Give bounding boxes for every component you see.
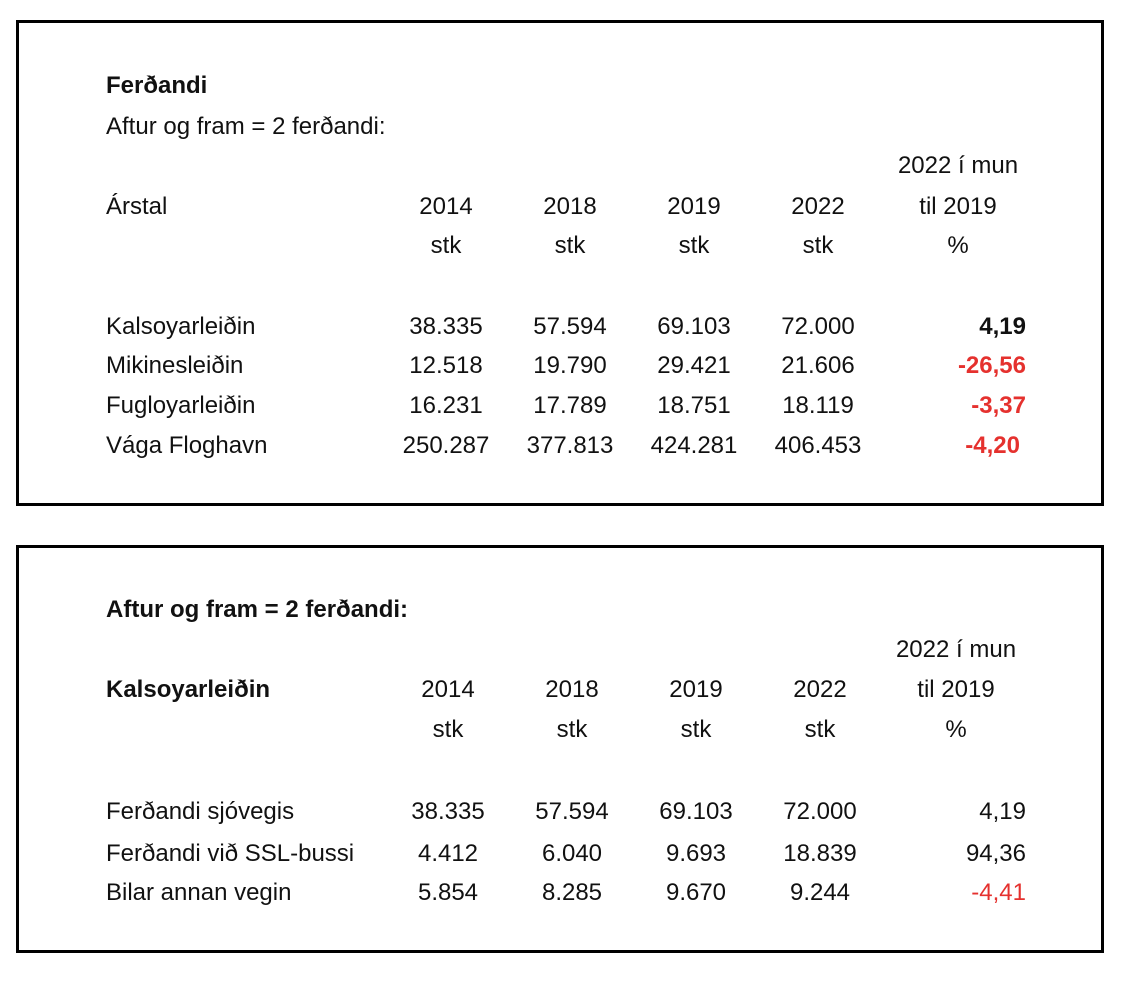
table2-cell: 9.693 xyxy=(665,840,727,867)
table2-change-header-line2: til 2019 xyxy=(917,676,995,703)
table1-cell: 69.103 xyxy=(657,313,731,340)
table1-cell: 57.594 xyxy=(533,313,607,340)
table2-row-label: Bilar annan vegin xyxy=(106,879,292,906)
table1-year-header: 2019 xyxy=(667,193,721,220)
table1-year-header: 2018 xyxy=(543,193,597,220)
table2-cell: 69.103 xyxy=(659,798,733,825)
table2-unit: stk xyxy=(804,716,836,743)
table2-year-header: 2022 xyxy=(793,676,847,703)
table2-cell: 6.040 xyxy=(541,840,603,867)
table1-subtitle: Aftur og fram = 2 ferðandi: xyxy=(106,113,386,140)
table2-row-label: Ferðandi sjóvegis xyxy=(106,798,295,825)
table2-change-cell: 94,36 xyxy=(965,840,1026,867)
table2-cell: 9.244 xyxy=(789,879,851,906)
table2-change-cell: -4,41 xyxy=(971,879,1026,906)
table2-unit: stk xyxy=(680,716,712,743)
table2-year-header: 2014 xyxy=(421,676,475,703)
table1-title: Ferðandi xyxy=(106,72,208,99)
table1-unit: stk xyxy=(430,232,462,259)
table1-unit: stk xyxy=(678,232,710,259)
table1-label-header: Árstal xyxy=(106,193,168,220)
table2-year-header: 2019 xyxy=(669,676,723,703)
table2-unit: stk xyxy=(432,716,464,743)
table2-subtitle: Aftur og fram = 2 ferðandi: xyxy=(106,596,409,623)
table1-change-cell: -4,20 xyxy=(965,432,1020,459)
table1-row-label: Fugloyarleiðin xyxy=(106,392,256,419)
table1-cell: 406.453 xyxy=(774,432,862,459)
table1-cell: 12.518 xyxy=(409,352,483,379)
table2-cell: 57.594 xyxy=(535,798,609,825)
table1-change-cell: -26,56 xyxy=(957,352,1026,379)
table1-cell: 250.287 xyxy=(402,432,490,459)
table1-cell: 72.000 xyxy=(781,313,855,340)
table2-change-header-line1: 2022 í mun xyxy=(895,636,1017,663)
table2-cell: 18.839 xyxy=(783,840,857,867)
table1-cell: 29.421 xyxy=(657,352,731,379)
table1-change-header-line2: til 2019 xyxy=(919,193,997,220)
table2-change-header-line3: % xyxy=(945,716,967,743)
table1-cell: 377.813 xyxy=(526,432,614,459)
table1-unit: stk xyxy=(802,232,834,259)
table2-cell: 72.000 xyxy=(783,798,857,825)
table2-label-header: Kalsoyarleiðin xyxy=(106,676,271,703)
table1-year-header: 2022 xyxy=(791,193,845,220)
table2-cell: 8.285 xyxy=(541,879,603,906)
table1-cell: 18.119 xyxy=(782,392,854,419)
table1-row-label: Mikinesleiðin xyxy=(106,352,244,379)
table1-change-cell: -3,37 xyxy=(971,392,1026,419)
table1-unit: stk xyxy=(554,232,586,259)
table1-cell: 18.751 xyxy=(657,392,731,419)
table1-cell: 424.281 xyxy=(650,432,738,459)
table2-cell: 9.670 xyxy=(665,879,727,906)
table1-change-header-line3: % xyxy=(947,232,969,259)
table2-unit: stk xyxy=(556,716,588,743)
table1-year-header: 2014 xyxy=(419,193,473,220)
table1-change-cell: 4,19 xyxy=(979,313,1026,340)
table1-cell: 19.790 xyxy=(533,352,607,379)
table1-cell: 21.606 xyxy=(781,352,855,379)
table2-year-header: 2018 xyxy=(545,676,599,703)
table1-row-label: Kalsoyarleiðin xyxy=(106,313,256,340)
table2-cell: 5.854 xyxy=(417,879,479,906)
table1-row-label: Vága Floghavn xyxy=(106,432,268,459)
table2-cell: 4.412 xyxy=(417,840,479,867)
table2-cell: 38.335 xyxy=(411,798,485,825)
table1-change-header-line1: 2022 í mun xyxy=(897,152,1019,179)
table2-row-label: Ferðandi við SSL-bussi xyxy=(106,840,355,867)
kalsoyarleidin-table-box xyxy=(16,545,1104,953)
table1-cell: 17.789 xyxy=(533,392,607,419)
table2-change-cell: 4,19 xyxy=(979,798,1026,825)
table1-cell: 16.231 xyxy=(409,392,483,419)
ferdandi-table-box xyxy=(16,20,1104,506)
table1-cell: 38.335 xyxy=(409,313,483,340)
